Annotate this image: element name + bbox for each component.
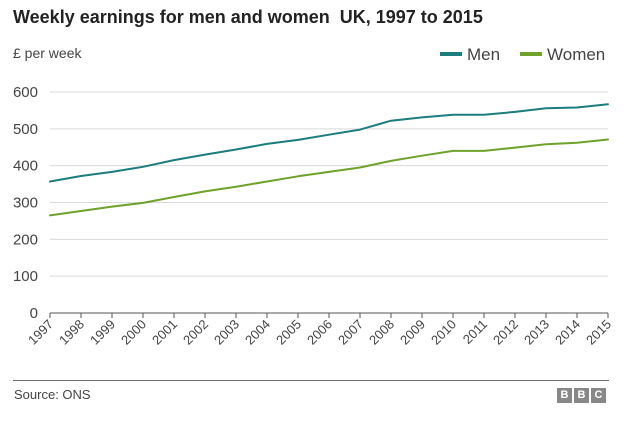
y-tick-label: 500 [13,121,38,138]
logo-letter: B [574,388,589,403]
x-tick-label: 2008 [366,317,397,348]
y-tick-label: 100 [13,268,38,285]
x-tick-label: 1999 [87,317,118,348]
y-tick-label: 200 [13,231,38,248]
y-tick-label: 400 [13,158,38,175]
x-tick-label: 2004 [242,317,273,348]
logo-letter: C [591,388,606,403]
x-tick-label: 2012 [490,317,521,348]
y-tick-label: 300 [13,195,38,212]
y-axis-label: £ per week [13,45,82,61]
x-tick-label: 2010 [428,317,459,348]
x-tick-label: 2006 [304,317,335,348]
x-tick-label: 2003 [211,317,242,348]
bbc-logo: B B C [557,388,606,403]
x-tick-label: 2011 [460,317,490,347]
footer-divider [13,380,609,381]
series-lines [49,103,609,217]
chart-title: Weekly earnings for men and women UK, 19… [13,7,483,27]
x-tick-label: 2000 [118,317,149,348]
series-line-women [49,138,609,217]
x-tick-label: 2001 [149,317,180,348]
legend: Men Women [440,45,605,64]
x-tick-label: 2015 [583,317,614,348]
gridlines [50,91,608,277]
y-tick-label: 0 [30,305,38,322]
legend-label-women: Women [547,45,605,64]
x-tick-label: 2002 [180,317,211,348]
x-tick-label: 2013 [521,317,552,348]
x-tick-label: 2005 [273,317,304,348]
source-note: Source: ONS [14,387,91,402]
x-tick-label: 1998 [56,317,87,348]
series-line-men [49,103,609,183]
y-tick-label: 600 [13,84,38,101]
x-tick-label: 2007 [335,317,366,348]
legend-label-men: Men [467,45,500,64]
x-tick-label: 2014 [552,317,583,348]
logo-letter: B [557,388,572,403]
x-tick-label: 2009 [397,317,428,348]
